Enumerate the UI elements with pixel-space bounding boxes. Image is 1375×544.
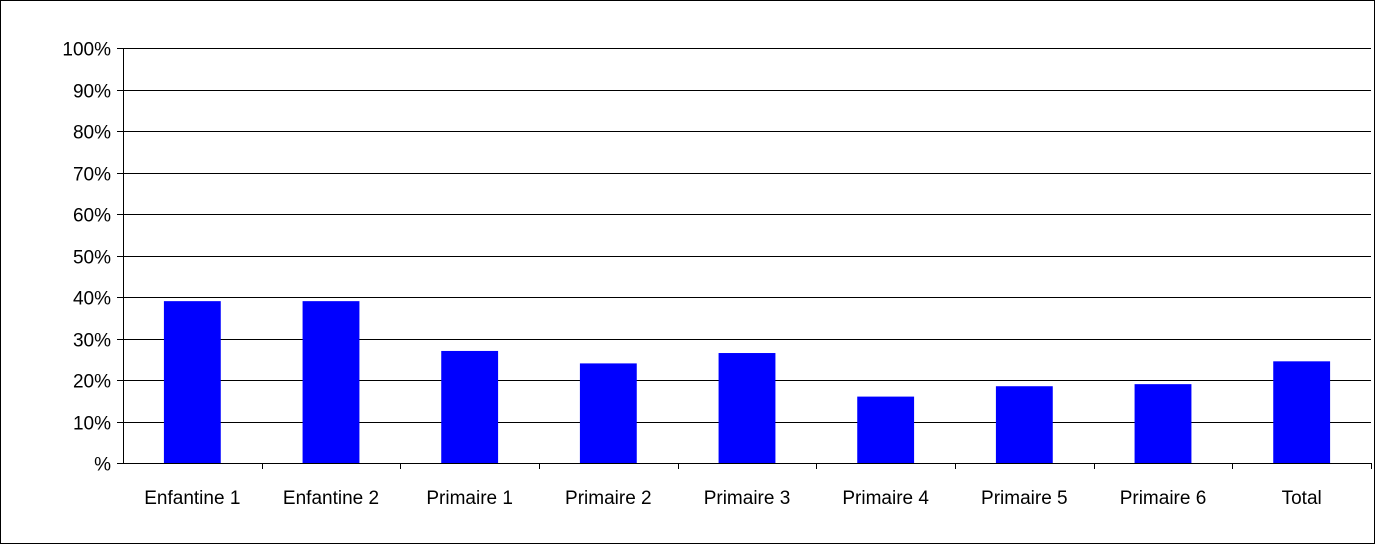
bar [1273,361,1331,463]
y-tick-label: 100% [62,40,111,61]
y-tick-label: 70% [73,165,111,186]
y-tick-label: 30% [73,331,111,352]
x-tick-label: Primaire 3 [704,488,791,509]
x-tick-label: Primaire 2 [565,488,652,509]
bar [441,350,499,463]
x-tick-labels: Enfantine 1 Enfantine 2 Primaire 1 Primaire… [144,488,1321,509]
bar [857,396,915,463]
y-tick-label: 50% [73,248,111,269]
x-tick-label: Primaire 1 [426,488,513,509]
y-tick-label: 60% [73,206,111,227]
x-tick-label: Primaire 4 [842,488,929,509]
y-tick-label: % [94,455,111,476]
y-tick-label: 90% [73,82,111,103]
bar [163,301,221,463]
x-tick-label: Primaire 6 [1120,488,1207,509]
x-tick-label: Enfantine 1 [144,488,240,509]
x-tick-label: Primaire 5 [981,488,1068,509]
bar [995,386,1053,463]
y-tick-labels: % 10% 20% 30% 40% 50% 60% 70% 80% 90% 100% [62,40,111,476]
y-tick-label: 80% [73,123,111,144]
y-tick-label: 10% [73,414,111,435]
y-tick-label: 20% [73,372,111,393]
bars [163,301,1331,463]
x-tick-label: Enfantine 2 [283,488,379,509]
axes [117,48,1372,469]
x-tick-label: Total [1282,488,1322,509]
bar [302,301,360,463]
bar [1134,384,1192,463]
bar [579,363,637,463]
y-tick-label: 40% [73,289,111,310]
bar [718,353,776,463]
